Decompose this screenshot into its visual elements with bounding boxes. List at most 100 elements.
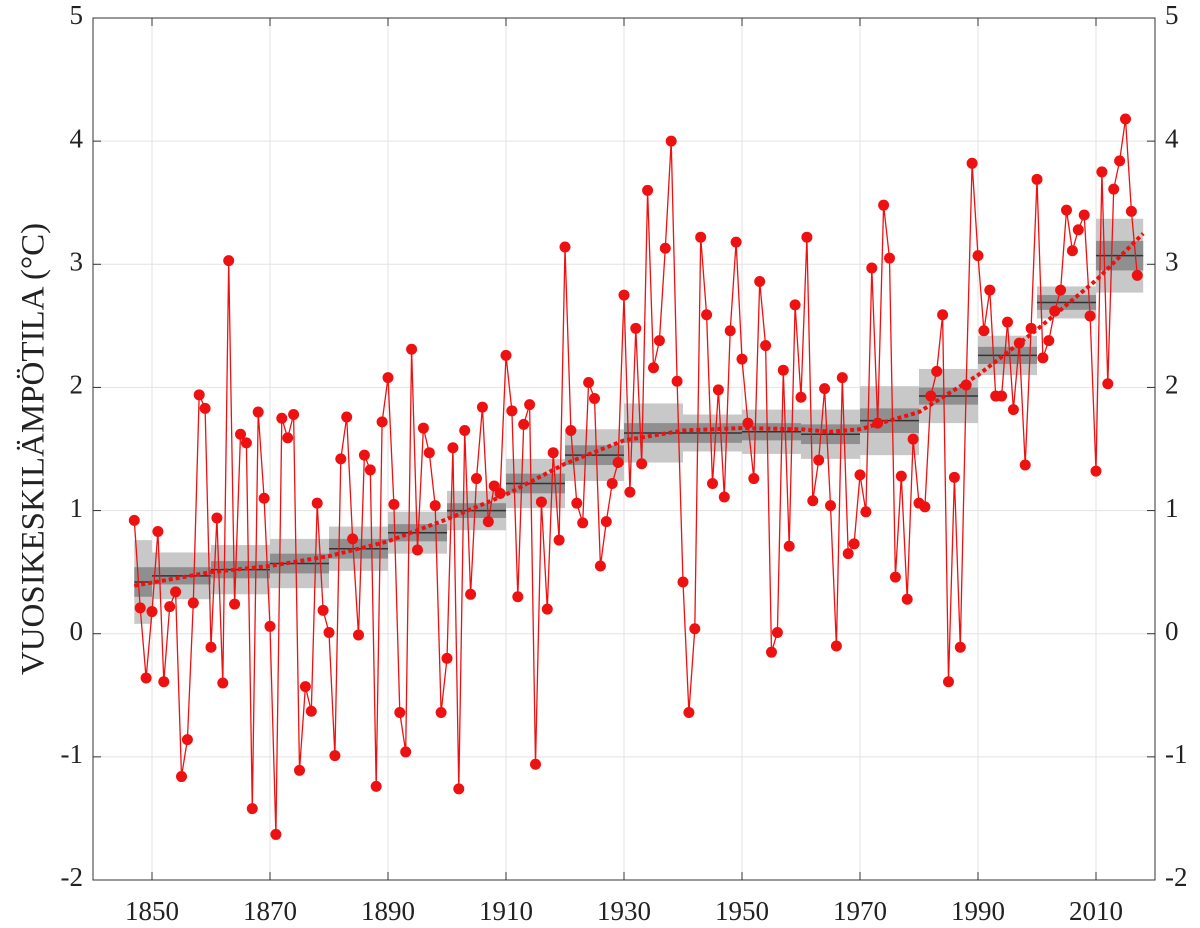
data-point <box>701 309 713 321</box>
data-point <box>1031 173 1043 185</box>
data-point <box>364 464 376 476</box>
data-point <box>1108 183 1120 195</box>
data-point <box>889 571 901 583</box>
data-point <box>317 604 329 616</box>
data-point <box>264 620 276 632</box>
data-point <box>323 626 335 638</box>
data-point <box>1055 284 1067 296</box>
data-point <box>842 548 854 560</box>
data-point <box>642 184 654 196</box>
data-point <box>146 606 158 618</box>
y-axis-label: VUOSIKESKILÄMPÖTILA (°C) <box>16 223 52 675</box>
data-point <box>530 758 541 770</box>
data-point <box>1019 459 1031 471</box>
data-point <box>512 591 524 603</box>
x-tick-label: 1930 <box>597 896 651 926</box>
data-point <box>972 250 984 262</box>
data-point <box>506 405 518 417</box>
data-point <box>807 495 819 507</box>
data-point <box>565 425 577 437</box>
data-point <box>193 389 205 401</box>
data-point <box>878 199 890 211</box>
y-tick-label: 5 <box>70 0 84 30</box>
data-point <box>1043 335 1055 347</box>
data-point <box>547 447 559 459</box>
y2-tick-label: 2 <box>1165 370 1179 400</box>
data-point <box>394 707 406 719</box>
data-point <box>789 299 801 311</box>
data-point <box>270 828 282 840</box>
data-point <box>181 734 193 746</box>
data-point <box>777 364 789 376</box>
data-point <box>653 335 665 347</box>
data-point <box>742 417 754 429</box>
data-point <box>836 372 848 384</box>
x-tick-label: 2010 <box>1069 896 1123 926</box>
data-point <box>276 412 288 424</box>
data-point <box>388 498 400 510</box>
data-point <box>524 399 536 411</box>
data-point <box>305 705 317 717</box>
data-point <box>465 588 477 600</box>
data-point <box>376 416 388 428</box>
data-point <box>134 602 146 614</box>
data-point <box>718 491 730 503</box>
data-point <box>358 449 370 461</box>
data-line <box>133 118 1138 835</box>
data-point <box>648 362 659 374</box>
y-tick-label: 0 <box>70 616 84 646</box>
x-tick-label: 1890 <box>361 896 415 926</box>
y-tick-label: 4 <box>70 123 84 153</box>
data-point <box>158 676 170 688</box>
data-point <box>1102 378 1114 390</box>
y-tick-label: 1 <box>70 493 84 523</box>
data-point <box>907 433 919 445</box>
data-point <box>152 526 164 538</box>
data-point <box>164 601 176 613</box>
data-point <box>671 375 683 387</box>
data-point <box>571 497 583 509</box>
data-point <box>1114 155 1126 167</box>
y2-tick-label: 3 <box>1165 246 1179 276</box>
data-point <box>140 672 152 684</box>
plot-frame <box>92 17 1156 881</box>
data-point <box>488 480 500 492</box>
data-point <box>335 453 347 465</box>
data-point <box>600 516 612 528</box>
data-point <box>282 432 294 444</box>
data-point <box>783 540 795 552</box>
data-point <box>482 516 494 528</box>
data-point <box>235 428 246 440</box>
data-point <box>848 538 860 550</box>
data-point <box>766 646 777 658</box>
data-point <box>819 383 831 395</box>
data-point <box>760 340 772 352</box>
x-tick-label: 1850 <box>125 896 179 926</box>
trend-line <box>133 232 1145 588</box>
data-point <box>984 284 996 296</box>
data-point <box>1090 465 1102 477</box>
data-point <box>1061 204 1072 216</box>
data-point <box>347 533 359 545</box>
data-point <box>240 437 252 449</box>
data-point <box>937 309 949 321</box>
data-point <box>211 512 223 524</box>
data-point <box>1096 166 1108 178</box>
data-point <box>795 391 807 403</box>
data-point <box>589 393 600 405</box>
data-point <box>1072 224 1084 236</box>
data-point <box>1078 209 1090 221</box>
data-point <box>400 746 412 758</box>
data-point <box>901 593 913 605</box>
data-point <box>624 486 636 498</box>
data-point <box>1007 404 1019 416</box>
data-point <box>441 652 453 664</box>
data-point <box>978 325 990 337</box>
y2-tick-label: -1 <box>1165 739 1188 769</box>
data-point <box>583 377 595 389</box>
data-point <box>771 626 783 638</box>
y2-tick-label: 1 <box>1165 493 1179 523</box>
y2-tick-label: 4 <box>1165 123 1179 153</box>
data-point <box>712 384 724 396</box>
